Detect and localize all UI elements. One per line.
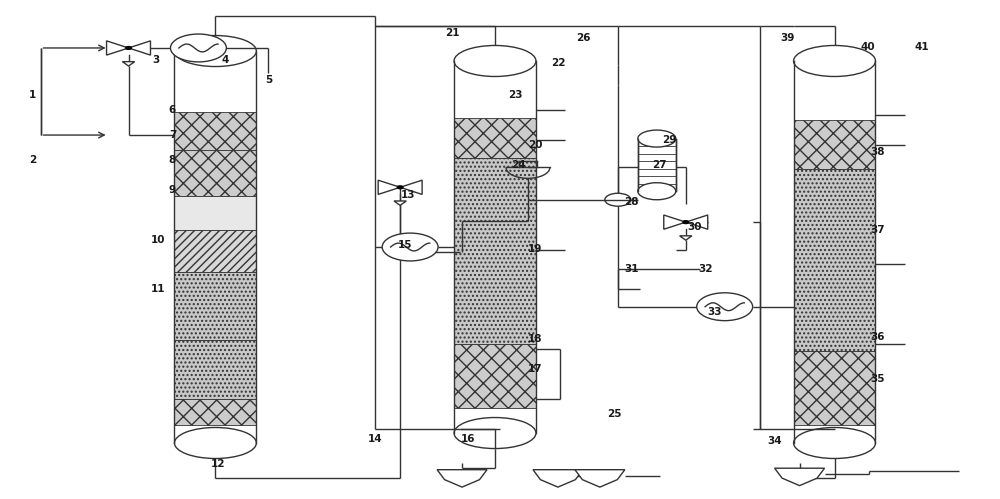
Polygon shape: [129, 41, 150, 55]
Polygon shape: [775, 468, 825, 486]
Text: 26: 26: [576, 33, 590, 43]
Polygon shape: [107, 41, 129, 55]
Polygon shape: [122, 62, 135, 66]
Text: 39: 39: [780, 33, 795, 43]
Text: 16: 16: [461, 434, 475, 444]
Polygon shape: [394, 201, 406, 206]
Text: 6: 6: [169, 105, 176, 115]
Text: 23: 23: [508, 90, 522, 100]
Text: 20: 20: [528, 140, 542, 150]
Text: 30: 30: [687, 222, 702, 232]
Text: 21: 21: [445, 28, 459, 38]
Text: 35: 35: [870, 374, 885, 384]
Text: 4: 4: [222, 55, 229, 65]
Bar: [638, 139, 676, 191]
Polygon shape: [533, 470, 583, 487]
Circle shape: [683, 221, 689, 224]
Bar: [454, 118, 536, 158]
Bar: [174, 51, 256, 443]
Text: 3: 3: [152, 55, 159, 65]
Text: 12: 12: [211, 460, 226, 470]
Circle shape: [126, 46, 131, 49]
Bar: [174, 112, 256, 150]
Text: 7: 7: [169, 130, 176, 140]
Ellipse shape: [454, 45, 536, 76]
Text: 27: 27: [652, 160, 667, 170]
Bar: [174, 272, 256, 340]
Text: 31: 31: [625, 264, 639, 274]
Text: 17: 17: [528, 364, 542, 374]
Circle shape: [170, 34, 226, 62]
Ellipse shape: [174, 428, 256, 459]
Text: 8: 8: [169, 155, 176, 165]
Ellipse shape: [174, 35, 256, 66]
Circle shape: [697, 293, 753, 321]
Text: 9: 9: [169, 185, 176, 195]
Text: 40: 40: [860, 42, 875, 52]
Bar: [794, 169, 875, 351]
Bar: [454, 61, 536, 433]
Text: 18: 18: [528, 334, 542, 344]
Text: 29: 29: [663, 135, 677, 145]
Ellipse shape: [638, 130, 676, 147]
Text: 37: 37: [870, 225, 885, 235]
Ellipse shape: [638, 183, 676, 200]
Text: 34: 34: [767, 436, 782, 446]
Ellipse shape: [794, 428, 875, 459]
Text: 36: 36: [870, 331, 885, 342]
Text: 38: 38: [870, 148, 885, 158]
Bar: [794, 351, 875, 426]
Text: 15: 15: [398, 240, 412, 250]
Text: 19: 19: [528, 245, 542, 254]
Ellipse shape: [454, 418, 536, 449]
Polygon shape: [686, 215, 708, 229]
Text: 5: 5: [265, 75, 272, 85]
Text: 11: 11: [151, 284, 166, 294]
Bar: [454, 158, 536, 344]
Text: 14: 14: [368, 434, 382, 444]
Text: 24: 24: [511, 160, 525, 170]
Bar: [174, 340, 256, 399]
Bar: [174, 196, 256, 230]
Text: 41: 41: [914, 42, 929, 52]
Polygon shape: [400, 180, 422, 195]
Circle shape: [397, 186, 403, 189]
Polygon shape: [378, 180, 400, 195]
Text: 25: 25: [608, 409, 622, 419]
Bar: [794, 120, 875, 169]
Circle shape: [605, 193, 631, 206]
Text: 33: 33: [707, 307, 722, 317]
Text: 13: 13: [401, 190, 415, 200]
Text: 22: 22: [551, 58, 565, 68]
Polygon shape: [575, 470, 625, 487]
Bar: [454, 344, 536, 408]
Bar: [174, 230, 256, 272]
Text: 10: 10: [151, 235, 166, 245]
Bar: [794, 61, 875, 443]
Polygon shape: [664, 215, 686, 229]
Circle shape: [382, 233, 438, 261]
Text: 2: 2: [29, 155, 36, 165]
Bar: [174, 150, 256, 196]
Ellipse shape: [794, 45, 875, 76]
Polygon shape: [680, 236, 692, 240]
Bar: [174, 399, 256, 425]
Text: 1: 1: [29, 90, 36, 100]
Text: 32: 32: [698, 264, 713, 274]
Polygon shape: [437, 470, 487, 487]
Text: 28: 28: [625, 197, 639, 207]
